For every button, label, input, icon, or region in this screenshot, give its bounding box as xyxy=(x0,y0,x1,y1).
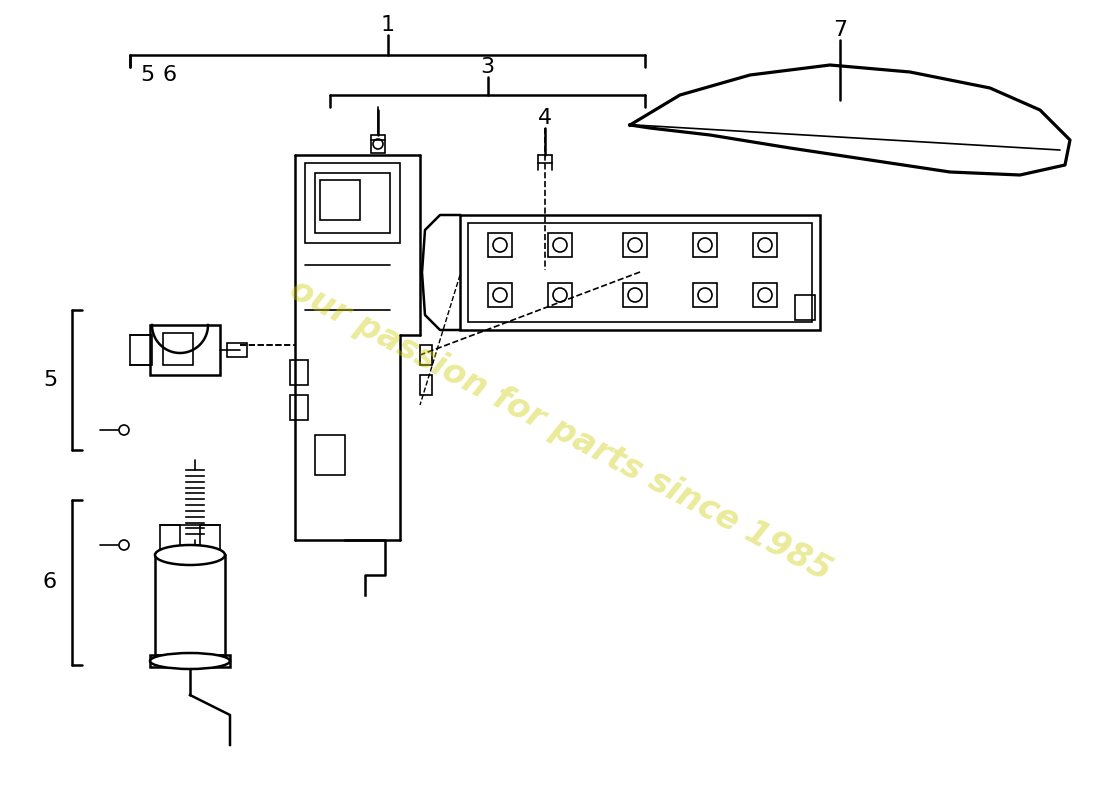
Bar xyxy=(460,215,820,330)
Bar xyxy=(754,233,777,257)
Polygon shape xyxy=(630,65,1070,175)
Bar xyxy=(420,345,432,365)
Bar xyxy=(623,233,647,257)
Text: 7: 7 xyxy=(833,20,847,40)
Bar xyxy=(150,655,230,667)
Bar xyxy=(548,283,572,307)
Bar xyxy=(315,173,390,233)
Bar xyxy=(130,335,152,365)
Bar xyxy=(320,180,360,220)
Bar xyxy=(155,555,226,655)
Ellipse shape xyxy=(150,653,230,669)
Text: our passion for parts since 1985: our passion for parts since 1985 xyxy=(284,273,836,587)
Text: 3: 3 xyxy=(481,57,495,77)
Bar xyxy=(488,283,512,307)
Bar xyxy=(795,295,815,320)
Bar xyxy=(693,233,717,257)
Bar xyxy=(150,325,220,375)
Text: 6: 6 xyxy=(162,65,176,85)
Text: 1: 1 xyxy=(381,15,395,35)
Bar xyxy=(420,375,432,395)
Text: 5: 5 xyxy=(43,370,57,390)
Bar xyxy=(468,223,812,322)
Bar xyxy=(693,283,717,307)
Bar xyxy=(163,333,192,365)
Text: 4: 4 xyxy=(538,108,552,128)
Bar xyxy=(488,233,512,257)
Bar xyxy=(305,163,400,243)
Bar xyxy=(290,395,308,420)
Bar xyxy=(160,525,180,555)
Text: 6: 6 xyxy=(43,572,57,592)
Text: 5: 5 xyxy=(140,65,154,85)
Bar xyxy=(754,283,777,307)
Bar xyxy=(227,343,248,357)
Bar xyxy=(200,525,220,555)
Bar xyxy=(371,135,385,153)
Bar xyxy=(315,435,345,475)
Bar xyxy=(548,233,572,257)
Ellipse shape xyxy=(155,545,226,565)
Bar xyxy=(623,283,647,307)
Bar xyxy=(290,360,308,385)
